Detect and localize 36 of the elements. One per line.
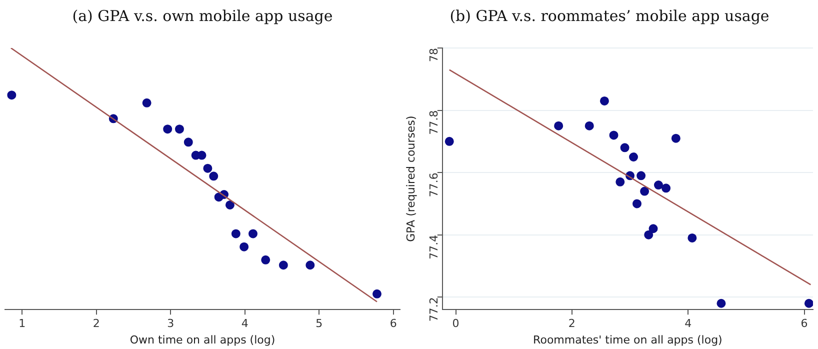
x-tick-label: 5 bbox=[316, 317, 323, 330]
point bbox=[231, 229, 240, 238]
point bbox=[214, 192, 224, 202]
y-tick-label: 77.8 bbox=[427, 110, 440, 135]
y-tick-label: 78 bbox=[427, 48, 440, 62]
point bbox=[306, 260, 315, 270]
point bbox=[261, 255, 270, 264]
x-tick-label: 4 bbox=[241, 317, 248, 330]
point bbox=[225, 200, 234, 210]
x-tick-label: 6 bbox=[390, 317, 397, 330]
x-tick-label: 6 bbox=[800, 317, 808, 330]
y-axis-title: GPA (required courses) bbox=[404, 116, 418, 242]
x-tick-label: 3 bbox=[167, 317, 174, 330]
point bbox=[278, 260, 288, 270]
point bbox=[163, 124, 172, 134]
point bbox=[209, 172, 218, 181]
point bbox=[7, 90, 16, 100]
point bbox=[203, 164, 212, 173]
x-tick-label: 2 bbox=[568, 317, 576, 330]
point bbox=[248, 229, 258, 238]
x-tick-label: 1 bbox=[18, 317, 26, 330]
y-tick-label: 77.6 bbox=[427, 172, 440, 198]
point bbox=[174, 124, 184, 134]
x-tick-label: 0 bbox=[452, 317, 460, 330]
x-axis-title: Own time on all apps (log) bbox=[130, 333, 276, 346]
x-tick-label: 4 bbox=[684, 317, 692, 330]
y-tick-label: 77.4 bbox=[427, 234, 440, 260]
x-tick-label: 2 bbox=[92, 317, 100, 330]
point bbox=[372, 289, 382, 298]
point bbox=[184, 138, 193, 147]
point bbox=[142, 98, 152, 108]
x-axis-title: Roommates' time on all apps (log) bbox=[533, 333, 722, 346]
chart-title: (a) GPA v.s. own mobile app usage bbox=[72, 6, 333, 25]
y-tick-label: 77.2 bbox=[427, 297, 440, 322]
chart-title: (b) GPA v.s. roommates’ mobile app usage bbox=[450, 6, 770, 25]
point bbox=[240, 242, 249, 252]
